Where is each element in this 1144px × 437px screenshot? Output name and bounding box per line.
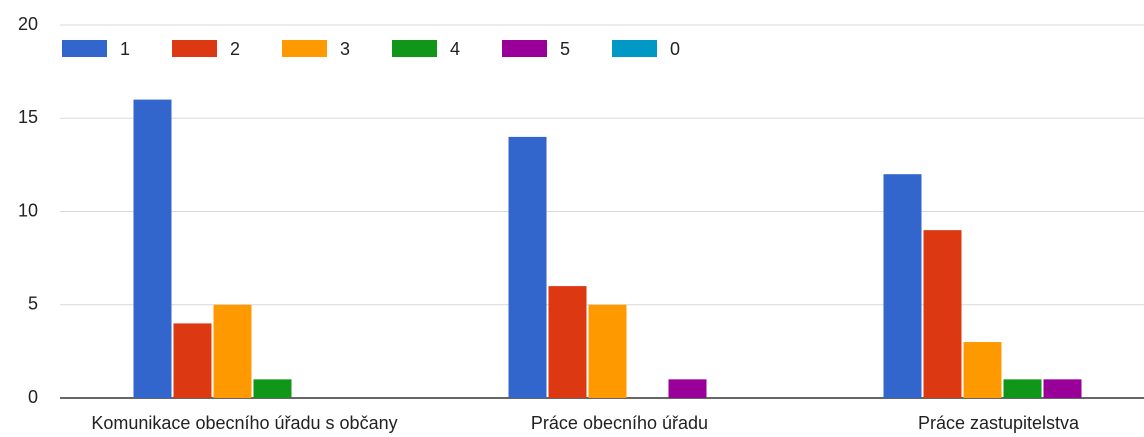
y-tick-label: 20 (18, 14, 38, 34)
bar (588, 304, 627, 398)
legend-label: 0 (670, 39, 680, 59)
legend-swatch (282, 40, 327, 57)
bar (923, 230, 962, 398)
legend-label: 2 (230, 39, 240, 59)
bar (668, 379, 707, 398)
y-tick-label: 10 (18, 200, 38, 220)
bar (548, 286, 587, 398)
legend-swatch (62, 40, 107, 57)
x-tick-label: Komunikace obecního úřadu s občany (91, 413, 397, 433)
bar (963, 342, 1002, 398)
y-tick-label: 5 (28, 294, 38, 314)
bar (1043, 379, 1082, 398)
y-tick-label: 15 (18, 107, 38, 127)
x-tick-label: Práce zastupitelstva (918, 413, 1080, 433)
legend-swatch (172, 40, 217, 57)
legend-swatch (502, 40, 547, 57)
legend-label: 5 (560, 39, 570, 59)
legend-swatch (612, 40, 657, 57)
bar (508, 136, 547, 398)
bar (133, 99, 172, 398)
bar (1003, 379, 1042, 398)
bar (173, 323, 212, 398)
bar (213, 304, 252, 398)
legend-label: 1 (120, 39, 130, 59)
bar (253, 379, 292, 398)
legend-label: 3 (340, 39, 350, 59)
bar (883, 174, 922, 398)
legend-swatch (392, 40, 437, 57)
x-tick-label: Práce obecního úřadu (531, 413, 708, 433)
y-tick-label: 0 (28, 387, 38, 407)
legend-label: 4 (450, 39, 460, 59)
